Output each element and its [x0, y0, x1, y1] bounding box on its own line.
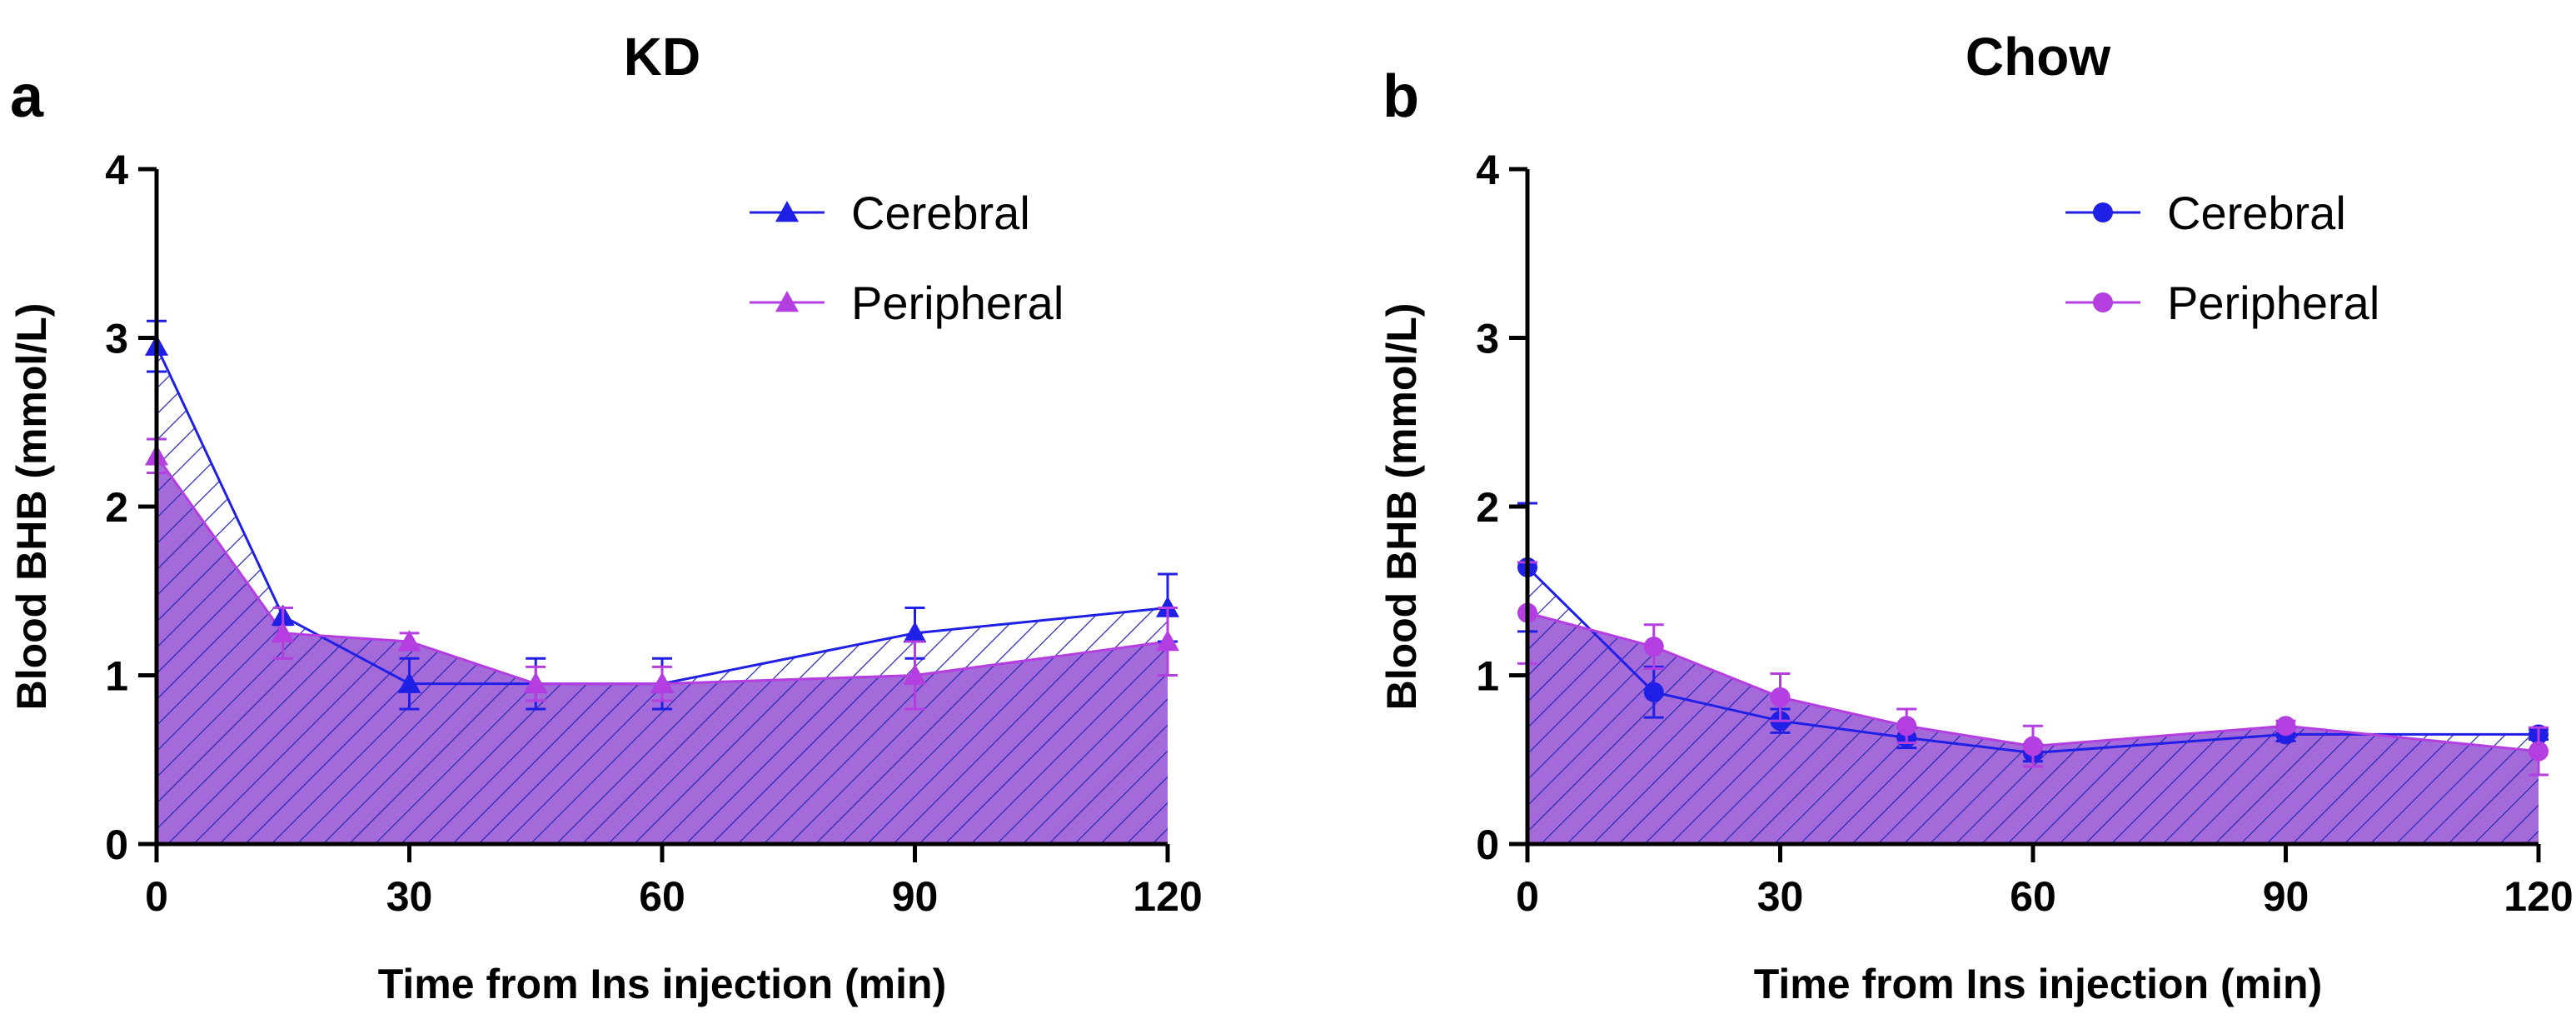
y-tick-label: 3: [105, 316, 128, 362]
y-tick-label: 0: [105, 822, 128, 868]
x-tick-label: 30: [386, 873, 433, 920]
y-tick-label: 1: [1476, 653, 1499, 700]
cerebral-point: [1643, 682, 1664, 702]
plot-area: 0 1 2 3 4 0 30 60 90 120 Cerebral Peripheral: [1476, 147, 2574, 920]
panel-letter: a: [10, 63, 44, 130]
peripheral-point: [650, 672, 674, 693]
cerebral-point: [903, 621, 927, 643]
x-axis-label: Time from Ins injection (min): [378, 961, 946, 1007]
peripheral-point: [903, 663, 927, 685]
legend-label: Peripheral: [2167, 277, 2379, 329]
y-tick-label: 1: [105, 653, 128, 700]
peripheral-point: [1156, 630, 1179, 652]
peripheral-point: [524, 672, 548, 693]
legend-marker: [775, 201, 799, 222]
y-axis-label: Blood BHB (mmol/L): [8, 303, 55, 711]
chart-panel-chow: b Chow Blood BHB (mmol/L) Time from Ins …: [1378, 27, 2574, 1007]
plot-area: 0 1 2 3 4 0 30 60 90 120 Cerebral Peripheral: [105, 147, 1203, 920]
overlap-area-hatch: [1527, 612, 2539, 844]
legend-label: Cerebral: [2167, 187, 2346, 239]
x-tick-label: 90: [892, 873, 939, 920]
cerebral-point: [397, 672, 421, 693]
y-tick-label: 3: [1476, 316, 1499, 362]
x-tick-label: 0: [145, 873, 168, 920]
legend-label: Peripheral: [851, 277, 1064, 329]
y-tick-label: 2: [1476, 484, 1499, 531]
x-axis-label: Time from Ins injection (min): [1754, 961, 2322, 1007]
peripheral-point: [397, 630, 421, 652]
x-tick-label: 30: [1757, 873, 1804, 920]
legend-marker: [2093, 202, 2113, 222]
panel-letter: b: [1383, 63, 1419, 130]
peripheral-point: [271, 621, 295, 643]
legend-marker: [775, 291, 799, 312]
x-tick-label: 60: [639, 873, 685, 920]
y-tick-label: 0: [1476, 822, 1499, 868]
y-tick-label: 2: [105, 484, 128, 531]
chart-title: KD: [624, 27, 700, 87]
y-tick-label: 4: [1476, 147, 1499, 193]
x-tick-label: 90: [2263, 873, 2309, 920]
overlap-area-hatch: [157, 456, 1168, 844]
x-tick-label: 0: [1516, 873, 1539, 920]
chart-panel-kd: a KD Blood BHB (mmol/L) Time from Ins in…: [8, 27, 1203, 1007]
legend-marker: [2093, 292, 2113, 312]
x-tick-label: 120: [2504, 873, 2573, 920]
legend-label: Cerebral: [851, 187, 1030, 239]
peripheral-point: [2529, 741, 2549, 762]
peripheral-point: [2023, 736, 2043, 757]
peripheral-point: [2275, 716, 2296, 737]
x-tick-label: 60: [2010, 873, 2056, 920]
peripheral-point: [1643, 637, 1664, 657]
peripheral-point: [1770, 687, 1791, 707]
y-axis-label: Blood BHB (mmol/L): [1378, 303, 1425, 711]
peripheral-point: [1896, 716, 1917, 737]
y-tick-label: 4: [105, 147, 128, 193]
chart-title: Chow: [1966, 27, 2110, 87]
x-tick-label: 120: [1133, 873, 1202, 920]
